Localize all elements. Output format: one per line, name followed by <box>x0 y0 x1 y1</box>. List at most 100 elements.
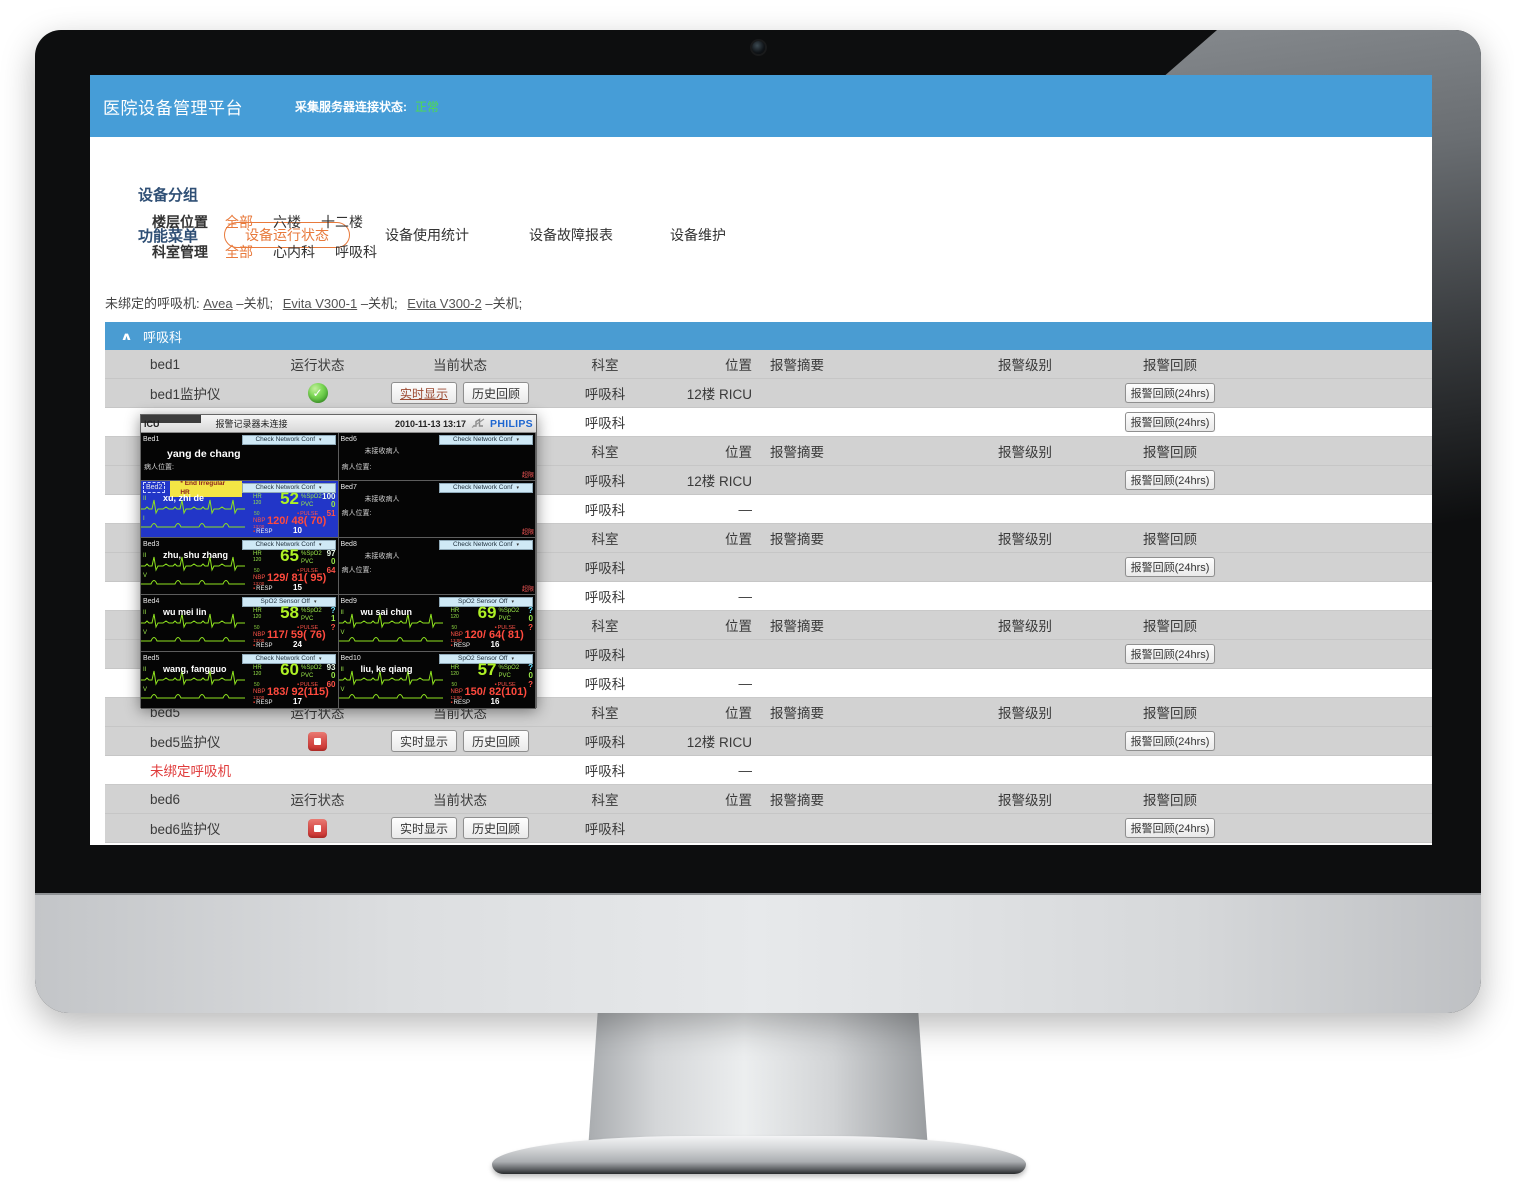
alarm-review-24hrs-button[interactable]: 报警回顾(24hrs) <box>1124 731 1216 751</box>
tile-status-button[interactable]: Check Network Conf <box>241 482 336 493</box>
tile-header: Bed4 SpO2 Sensor Off <box>141 595 338 607</box>
col-header-dept: 科室 <box>591 445 619 460</box>
alarm-review-24hrs-button[interactable]: 报警回顾(24hrs) <box>1124 470 1216 490</box>
nbp-value: 183/ 92(115) <box>267 686 329 698</box>
hr-value: 52 <box>280 489 299 508</box>
dept-cell: 呼吸科 <box>584 648 626 663</box>
resp-value: 15 <box>293 583 302 592</box>
filter-dept-all[interactable]: 全部 <box>225 244 253 260</box>
dept-cell: 呼吸科 <box>584 735 626 750</box>
filter-dept-cardiology[interactable]: 心内科 <box>273 244 315 260</box>
tile-status-button[interactable]: SpO2 Sensor Off <box>439 653 533 664</box>
tab-device-usage-stats[interactable]: 设备使用统计 <box>385 227 470 243</box>
alarm-review-24hrs-button[interactable]: 报警回顾(24hrs) <box>1124 818 1216 838</box>
tile-status-button[interactable]: Check Network Conf <box>439 539 533 550</box>
app-header: 医院设备管理平台 采集服务器连接状态: 正常 <box>90 75 1432 137</box>
history-review-button[interactable]: 历史回顾 <box>463 382 530 404</box>
limit-flag: 超限 <box>521 587 534 593</box>
recorder-overlay-chip <box>141 415 201 423</box>
spo2-label: %SpO2 <box>301 665 322 671</box>
filter-floor-6[interactable]: 六楼 <box>273 214 301 230</box>
filter-floor-label: 楼层位置 <box>152 214 208 230</box>
tile-status-button[interactable]: SpO2 Sensor Off <box>241 596 336 607</box>
alarm-review-24hrs-button[interactable]: 报警回顾(24hrs) <box>1124 557 1216 577</box>
spo2-value: ? <box>528 663 533 672</box>
ecg-waveform <box>338 694 443 699</box>
lead-label: II <box>143 496 147 502</box>
tile-status-button[interactable]: Check Network Conf <box>241 653 336 664</box>
tab-device-fault-report[interactable]: 设备故障报表 <box>529 227 614 243</box>
col-header-dept: 科室 <box>591 793 619 808</box>
filter-dept-respiratory[interactable]: 呼吸科 <box>335 244 377 260</box>
monitor-stand-base <box>492 1136 1026 1174</box>
col-header-alarm-level: 报警级别 <box>998 445 1052 460</box>
unbound-link-avea[interactable]: Avea <box>203 296 233 311</box>
tile-status-button[interactable]: Check Network Conf <box>439 434 533 445</box>
pulse-value: ? <box>330 623 336 632</box>
collapse-caret-icon[interactable]: ∧ <box>120 330 133 343</box>
tile-status-button[interactable]: Check Network Conf <box>439 482 533 493</box>
ecg-waveform <box>141 670 245 686</box>
pvc-label: PVC <box>301 502 314 508</box>
hr-label: HR <box>253 608 262 614</box>
popup-titlebar: ICU 报警记录器未连接 2010-11-13 13:17 PHILIPS <box>141 415 536 433</box>
history-review-button[interactable]: 历史回顾 <box>463 817 530 839</box>
tile-header: Bed1 Check Network Conf <box>141 433 338 445</box>
tile-header: Bed8 Check Network Conf <box>339 538 536 550</box>
col-header-loc: 位置 <box>725 358 752 373</box>
sub-device-name-cell: 未绑定呼吸机 <box>150 764 231 779</box>
tile-status-button[interactable]: Check Network Conf <box>241 434 336 445</box>
loc-cell: — <box>738 762 753 778</box>
col-header-alarm-review: 报警回顾 <box>1143 358 1197 373</box>
live-display-button[interactable]: 实时显示 <box>390 382 457 404</box>
col-header-alarm-level: 报警级别 <box>998 532 1052 547</box>
pvc-label: PVC <box>498 673 511 679</box>
tile-status-button[interactable]: SpO2 Sensor Off <box>439 596 533 607</box>
lead-label: II <box>340 610 344 616</box>
section-respiratory-bar[interactable]: ∧ 呼吸科 <box>105 322 1432 350</box>
col-header-current: 当前状态 <box>433 793 487 808</box>
tile-status-button[interactable]: Check Network Conf <box>241 539 336 550</box>
hr-lower-limit: 50 <box>451 682 458 688</box>
monitor-tile-bed2: Bed2 * End Irregular HR Check Network Conf… <box>141 481 339 538</box>
ecg-waveform <box>141 694 245 699</box>
alarm-review-24hrs-button[interactable]: 报警回顾(24hrs) <box>1124 383 1216 403</box>
monitor-tile-bed3: Bed3 Check Network Conf zhu, shu zhang II V H… <box>141 538 339 595</box>
ecg-waveform <box>338 613 443 629</box>
device-name-cell: bed6监护仪 <box>150 822 221 837</box>
live-display-button[interactable]: 实时显示 <box>390 817 457 839</box>
lead-label: V <box>340 687 345 693</box>
tab-device-maintenance[interactable]: 设备维护 <box>670 227 727 243</box>
status-stopped-icon <box>308 731 327 751</box>
alarm-review-cell: 报警回顾(24hrs) <box>1105 383 1235 403</box>
col-header-alarm-summary: 报警摘要 <box>770 619 824 634</box>
bed-id-label: Bed2 <box>143 482 166 493</box>
filter-floor-all[interactable]: 全部 <box>225 214 253 230</box>
patient-name: zhu, shu zhang <box>163 550 228 560</box>
alarm-review-24hrs-button[interactable]: 报警回顾(24hrs) <box>1124 644 1216 664</box>
current-status-cell: 实时显示 历史回顾 <box>380 382 540 404</box>
monitor-tile-bed10: Bed10 SpO2 Sensor Off liu, ke qiang II V HR12… <box>338 652 536 709</box>
col-header-alarm-summary: 报警摘要 <box>770 358 824 373</box>
device-name-cell: bed5监护仪 <box>150 735 221 750</box>
unbound-link-evita-1[interactable]: Evita V300-1 <box>282 296 358 311</box>
pvc-label: PVC <box>498 616 511 622</box>
col-header-alarm-level: 报警级别 <box>998 619 1052 634</box>
spo2-value: 100 <box>322 492 336 501</box>
filter-floor-12[interactable]: 十二楼 <box>321 214 363 230</box>
tab-device-run-status[interactable]: 设备运行状态 <box>224 222 351 248</box>
webcam-dot <box>752 41 765 54</box>
live-display-button[interactable]: 实时显示 <box>390 730 457 752</box>
dept-cell: 呼吸科 <box>584 677 626 692</box>
bed-id-label: Bed8 <box>340 541 357 548</box>
alarm-review-24hrs-button[interactable]: 报警回顾(24hrs) <box>1124 412 1216 432</box>
unbound-link-evita-2[interactable]: Evita V300-2 <box>407 296 482 311</box>
spo2-value: 93 <box>326 663 336 672</box>
hr-value: 58 <box>280 603 299 622</box>
bed-header-row: bed6 运行状态 当前状态 科室 位置 报警摘要 报警级别 报警回顾 <box>105 785 1432 814</box>
hr-upper-limit: 120 <box>450 614 459 620</box>
history-review-button[interactable]: 历史回顾 <box>463 730 530 752</box>
